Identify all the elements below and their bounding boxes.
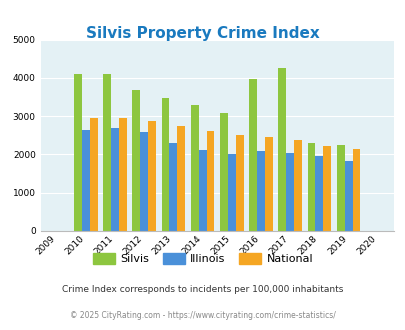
Bar [148,121,156,231]
Bar [315,156,322,231]
Bar [90,118,98,231]
Text: Crime Index corresponds to incidents per 100,000 inhabitants: Crime Index corresponds to incidents per… [62,285,343,294]
Bar [293,140,301,231]
Bar [190,105,198,231]
Text: © 2025 CityRating.com - https://www.cityrating.com/crime-statistics/: © 2025 CityRating.com - https://www.city… [70,312,335,320]
Bar [352,149,360,231]
Bar [103,74,111,231]
Bar [286,153,293,231]
Bar [169,143,177,231]
Bar [132,90,140,231]
Bar [82,130,90,231]
Bar [74,74,82,231]
Bar [256,151,264,231]
Bar [220,113,227,231]
Bar [344,161,352,231]
Bar [198,150,206,231]
Bar [161,98,169,231]
Bar [278,68,286,231]
Bar [206,131,214,231]
Bar [249,79,256,231]
Text: Silvis Property Crime Index: Silvis Property Crime Index [86,26,319,41]
Bar [111,128,119,231]
Bar [307,143,315,231]
Bar [322,147,330,231]
Bar [177,126,185,231]
Bar [235,135,243,231]
Bar [140,132,148,231]
Legend: Silvis, Illinois, National: Silvis, Illinois, National [88,248,317,268]
Bar [336,145,344,231]
Bar [227,154,235,231]
Bar [264,137,272,231]
Bar [119,118,126,231]
